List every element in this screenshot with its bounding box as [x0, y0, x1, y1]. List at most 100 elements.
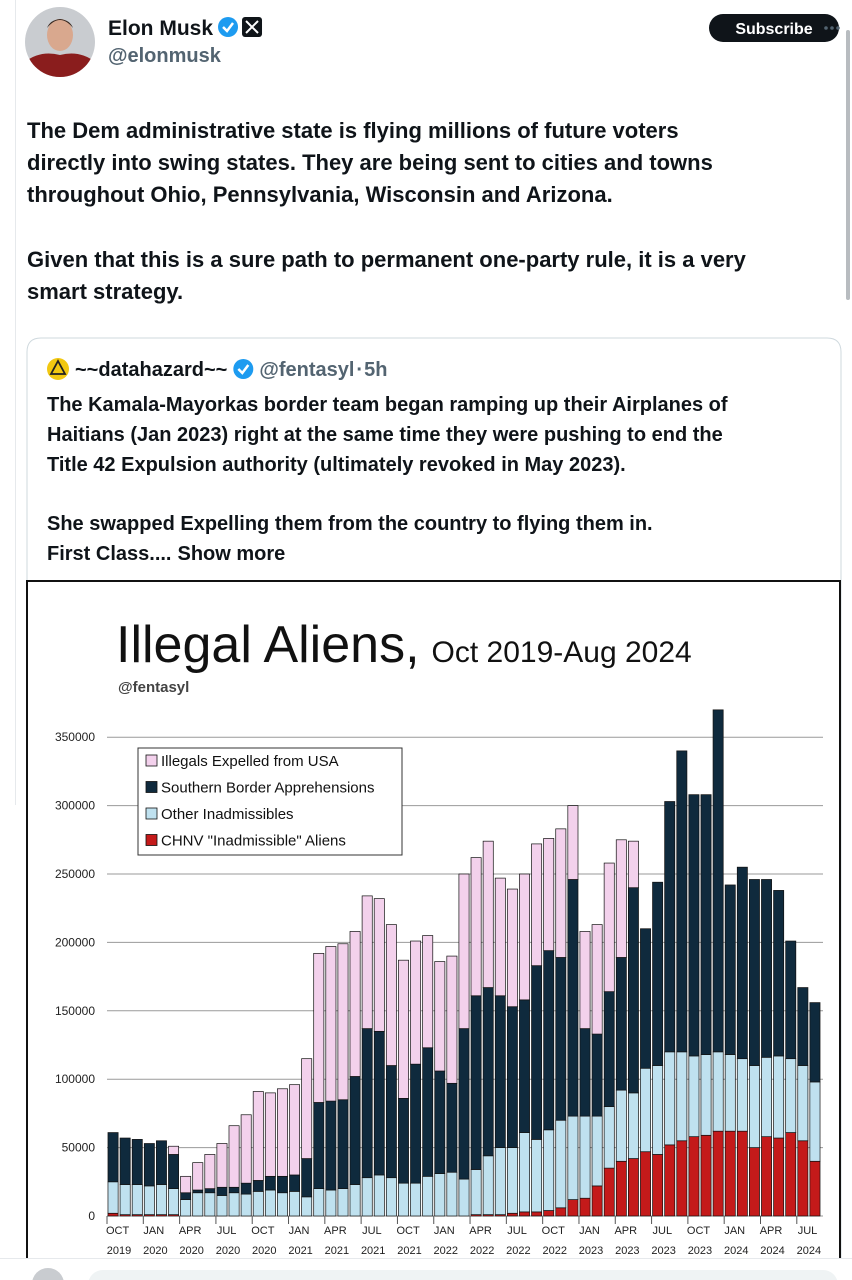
y-tick-label: 100000 [55, 1072, 95, 1086]
x-tick-label-line: 2021 [361, 1245, 385, 1257]
bar-segment [289, 1191, 301, 1217]
bar-segment [204, 1192, 216, 1217]
x-tick-label-line: JUL [653, 1225, 675, 1237]
bar-segment [712, 1130, 724, 1217]
bar-segment [724, 1054, 736, 1132]
x-tick-label: JUL 2023 [651, 1225, 675, 1257]
x-tick-label-line: APR [179, 1225, 205, 1237]
x-tick-label-line: 2022 [506, 1245, 530, 1257]
bar-segment [749, 1147, 760, 1217]
bar-segment [458, 873, 470, 1029]
bar-segment [361, 1028, 373, 1179]
quote-handle[interactable]: @fentasyl [259, 359, 354, 381]
bar-segment [470, 1169, 482, 1215]
bar-segment [168, 1145, 179, 1155]
bar-segment [422, 935, 434, 1049]
bar-segment [168, 1188, 179, 1215]
bar-segment [519, 873, 530, 1001]
reply-input[interactable] [88, 1270, 838, 1280]
bar-segment [373, 1174, 385, 1217]
bar-segment [688, 1136, 700, 1217]
x-tick-label-line: OCT [251, 1225, 277, 1237]
bar-segment [180, 1192, 192, 1200]
x-tick-label-line: 2021 [325, 1245, 349, 1257]
bar-segment [373, 1030, 385, 1176]
x-tick-label-line: OCT [542, 1225, 568, 1237]
x-tick-label-line: JAN [143, 1225, 167, 1237]
bar-segment [664, 1144, 676, 1217]
x-tick-label-line: 2022 [470, 1245, 494, 1257]
x-tick-label: APR 2021 [324, 1225, 350, 1257]
bar-segment [579, 931, 591, 1029]
bar-segment [458, 1028, 470, 1180]
subscribe-label[interactable]: Subscribe [735, 21, 812, 38]
bar-segment [325, 1100, 337, 1191]
bar-segment [131, 1184, 143, 1215]
x-tick-label-line: 2020 [143, 1245, 167, 1257]
bar-segment [531, 843, 543, 967]
x-tick-label-line: 2020 [179, 1245, 203, 1257]
legend-label: Illegals Expelled from USA [161, 753, 339, 770]
bar-segment [761, 1056, 772, 1138]
bar-segment [567, 879, 579, 1117]
x-tick-label-line: 2021 [397, 1245, 421, 1257]
bar-segment [773, 890, 785, 1057]
chart-subtitle: Oct 2019-Aug 2024 [432, 636, 692, 669]
bar-segment [131, 1139, 143, 1185]
bar-segment [228, 1192, 240, 1217]
bar-segment [410, 1182, 422, 1217]
bar-segment [627, 887, 639, 1094]
author-avatar[interactable] [25, 7, 95, 77]
x-tick-label-line: 2023 [651, 1245, 675, 1257]
bar-segment [422, 1175, 434, 1217]
bar-segment [591, 1033, 603, 1117]
quote-author[interactable]: ~~datahazard~~ [75, 359, 227, 381]
bar-segment [797, 1140, 809, 1217]
x-tick-label-line: 2024 [760, 1245, 784, 1257]
x-tick-label-line: 2023 [579, 1245, 603, 1257]
x-tick-label: JUL 2024 [797, 1225, 821, 1257]
quote-avatar [47, 358, 69, 380]
bar-segment [313, 1188, 325, 1217]
more-menu[interactable] [824, 26, 840, 30]
legend-swatch [145, 834, 158, 846]
x-tick-label: APR 2022 [469, 1225, 495, 1257]
quote-text: The Kamala-Mayorkas border team began ra… [47, 394, 728, 565]
bar-segment [301, 1058, 313, 1159]
show-more-link[interactable]: Show more [178, 543, 286, 565]
legend-box [137, 747, 403, 856]
x-tick-label-line: OCT [106, 1225, 132, 1237]
bar-segment [736, 866, 748, 1060]
bar-segment [337, 1099, 349, 1189]
quote-card[interactable] [26, 337, 842, 1280]
bar-segment [555, 957, 567, 1121]
bar-segment [664, 801, 676, 1053]
bar-segment [143, 1185, 155, 1215]
tweet-text-line: directly into swing states. They are bei… [27, 150, 713, 175]
tweet-text-line: smart strategy. [27, 279, 183, 304]
bar-segment [640, 928, 651, 1069]
x-tick-label-line: APR [324, 1225, 350, 1237]
subscribe-button[interactable] [709, 14, 839, 42]
bar-segment [277, 1175, 288, 1194]
quote-time[interactable]: 5h [364, 359, 387, 381]
bar-segment [712, 1051, 724, 1132]
bar-segment [615, 1089, 627, 1162]
bar-segment [736, 1130, 748, 1217]
bar-segment [446, 1082, 458, 1173]
x-tick-label: JUL 2020 [216, 1225, 240, 1257]
x-tick-label: JAN 2020 [143, 1225, 167, 1257]
bar-segment [555, 1119, 567, 1209]
x-tick-label: OCT 2020 [251, 1225, 277, 1257]
bar-segment [652, 1154, 664, 1217]
y-tick-label: 50000 [62, 1141, 96, 1155]
bar-segment [494, 995, 506, 1148]
bar-segment [591, 1185, 603, 1217]
bar-segment [180, 1199, 192, 1217]
author-name[interactable]: Elon Musk [108, 17, 213, 40]
x-tick-label: JAN 2023 [579, 1225, 603, 1257]
x-tick-label-line: JUL [217, 1225, 239, 1237]
author-handle[interactable]: @elonmusk [108, 45, 222, 67]
bar-segment [531, 1139, 543, 1213]
quote-header: ~~datahazard~~ @fentasyl · 5h [75, 359, 387, 381]
